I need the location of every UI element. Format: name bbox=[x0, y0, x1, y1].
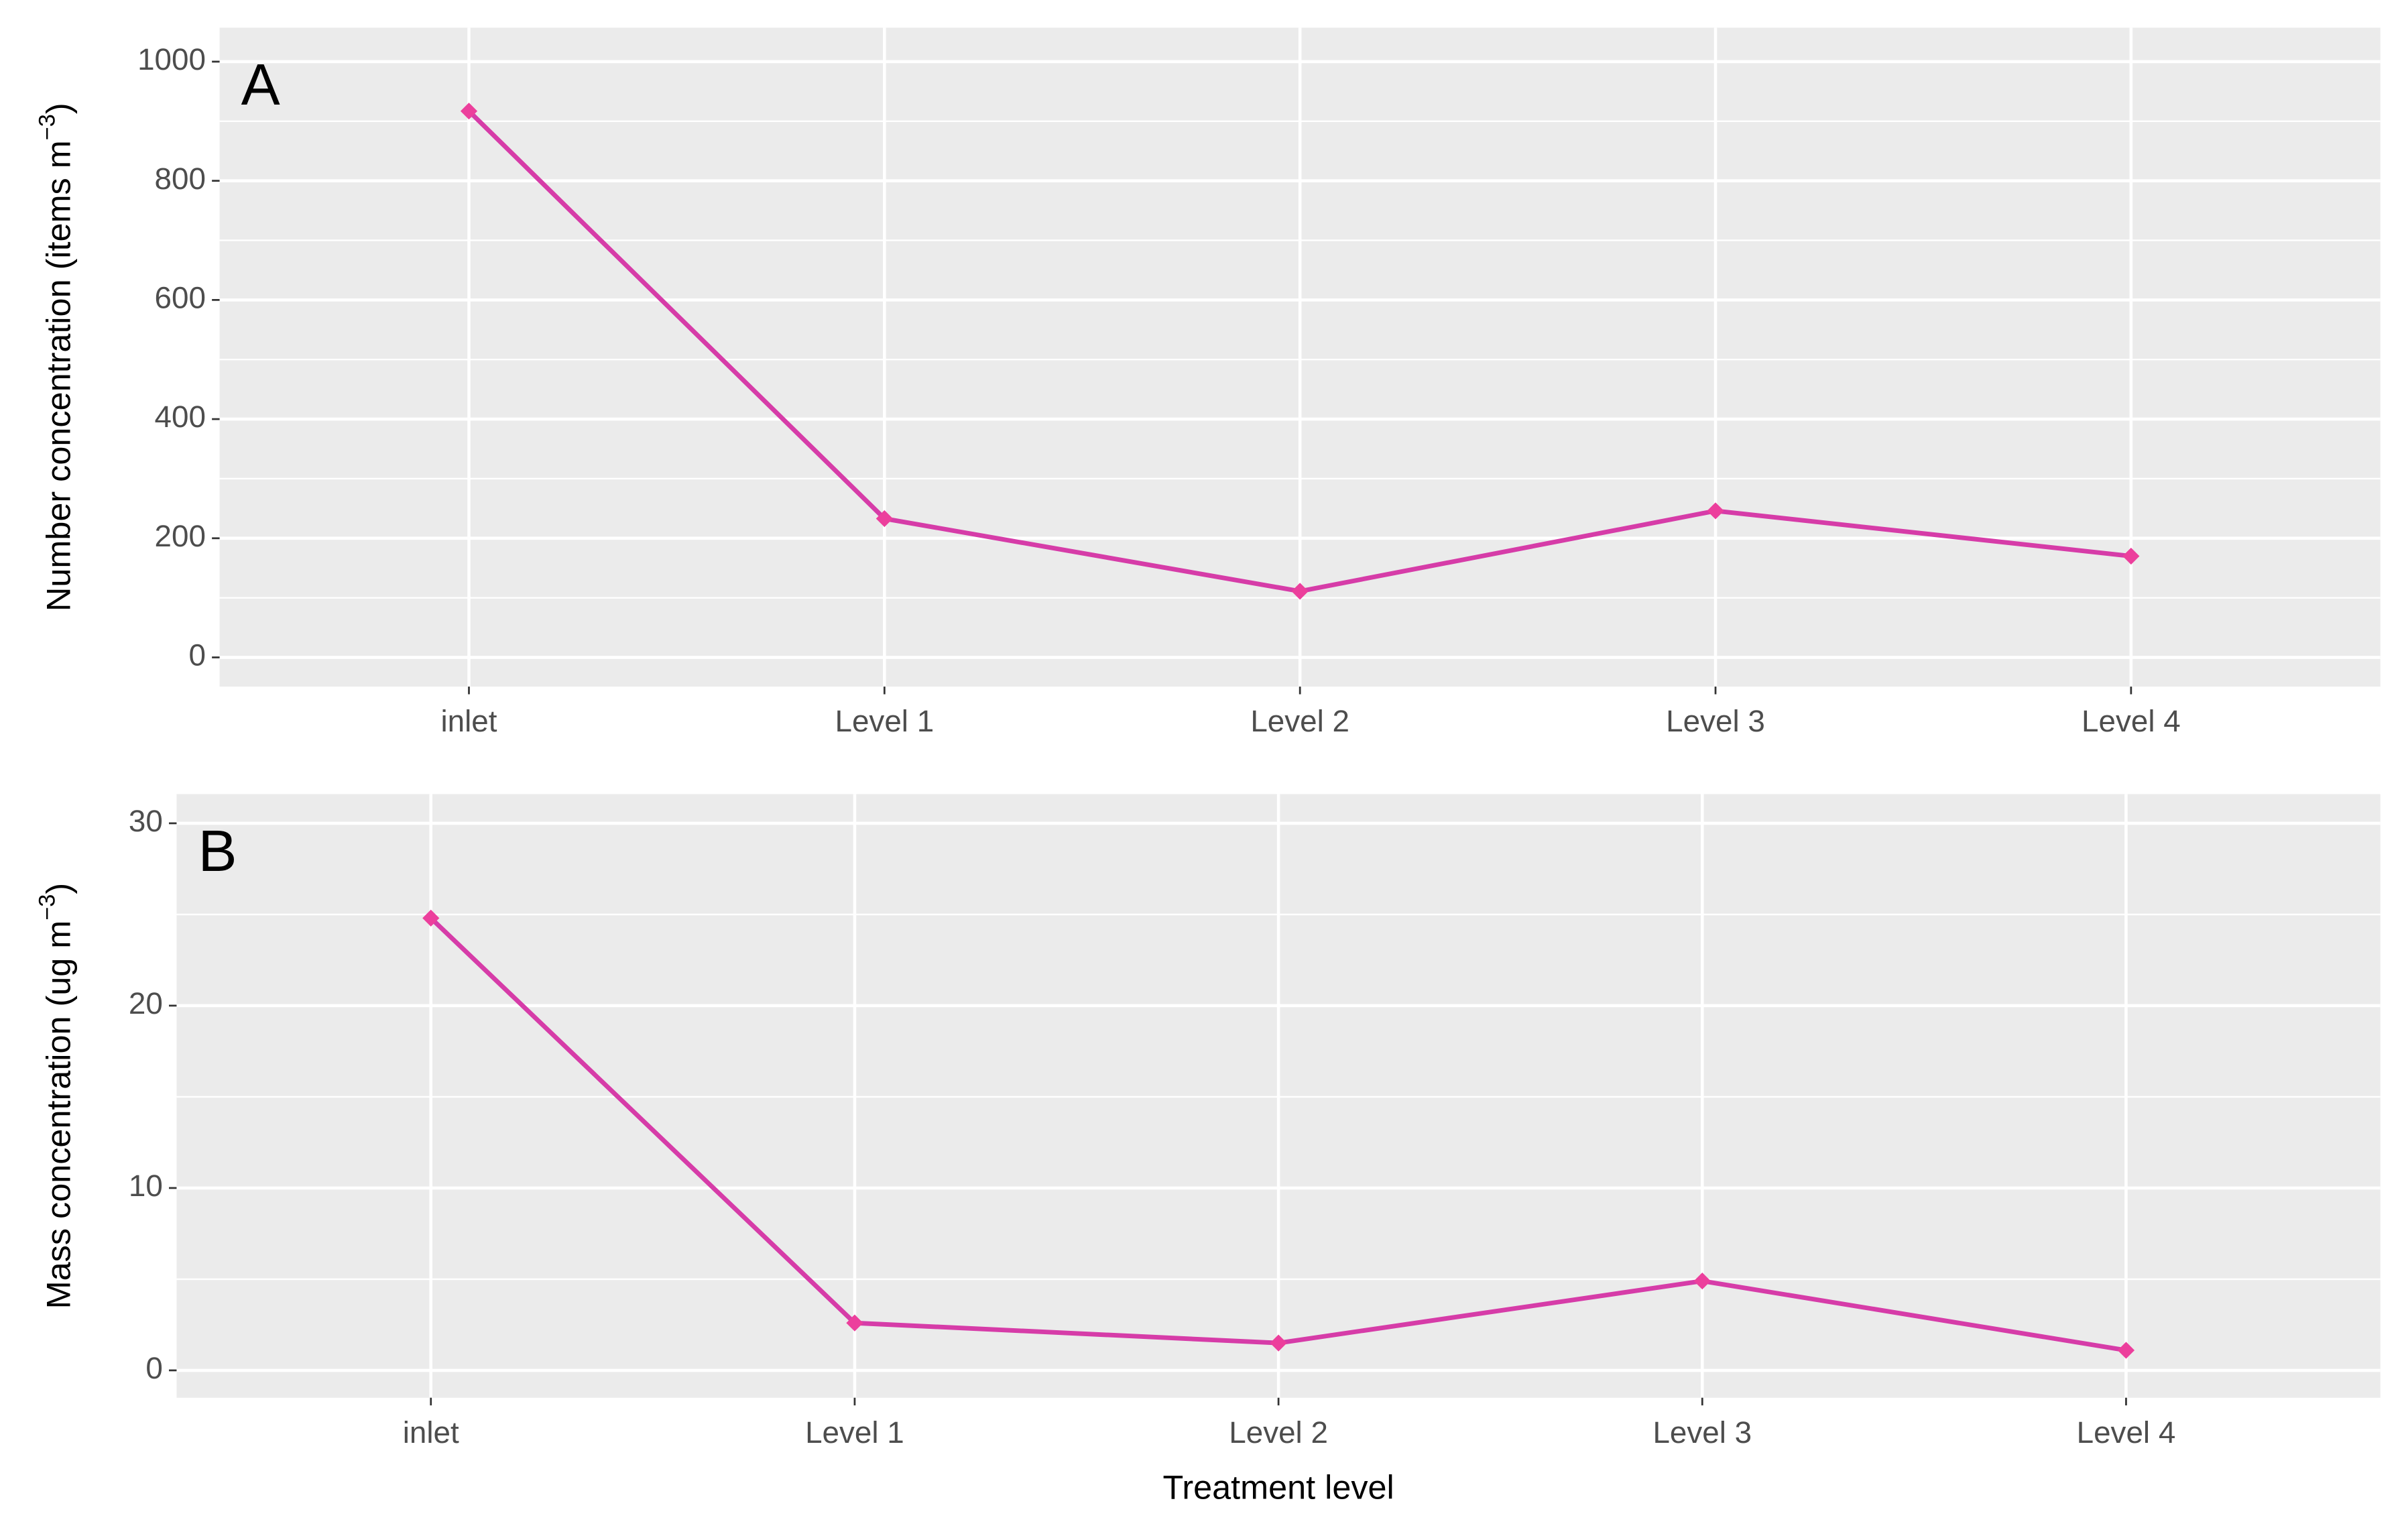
x-tick-label: Level 4 bbox=[2077, 1415, 2176, 1450]
y-axis-title-sup: −3 bbox=[35, 894, 60, 921]
y-tick-label: 600 bbox=[155, 280, 206, 314]
data-point bbox=[846, 1314, 863, 1332]
x-tick-label: inlet bbox=[403, 1415, 459, 1450]
y-tick-label: 30 bbox=[129, 804, 163, 838]
data-point bbox=[422, 909, 440, 927]
y-axis-title: Mass concentration (ug m−3) bbox=[35, 883, 78, 1309]
y-axis-title-text: Number concentration (items m bbox=[40, 140, 78, 611]
panel-label: B bbox=[198, 819, 237, 884]
y-tick-label: 0 bbox=[188, 638, 205, 672]
data-point bbox=[1707, 502, 1724, 520]
y-tick-label: 0 bbox=[145, 1351, 162, 1385]
x-axis-title: Treatment level bbox=[1162, 1468, 1394, 1506]
y-axis-title-end: ) bbox=[40, 103, 78, 114]
data-point bbox=[1291, 583, 1309, 600]
panel-label: A bbox=[241, 52, 280, 117]
x-tick-label: inlet bbox=[440, 704, 497, 738]
y-tick-label: 800 bbox=[155, 162, 206, 196]
y-tick-label: 200 bbox=[155, 519, 206, 553]
x-tick-label: Level 3 bbox=[1666, 704, 1765, 738]
y-axis-title-sup: −3 bbox=[35, 114, 60, 140]
x-tick-label: Level 1 bbox=[805, 1415, 904, 1450]
x-tick-label: Level 3 bbox=[1652, 1415, 1752, 1450]
y-tick-label: 400 bbox=[155, 400, 206, 434]
x-tick-label: Level 1 bbox=[835, 704, 934, 738]
y-tick-label: 1000 bbox=[137, 42, 206, 76]
data-point bbox=[2117, 1342, 2135, 1359]
data-point bbox=[460, 103, 478, 120]
data-point bbox=[1270, 1334, 1287, 1352]
y-axis-title-text: Mass concentration (ug m bbox=[40, 921, 78, 1309]
y-tick-label: 20 bbox=[129, 986, 163, 1020]
x-tick-label: Level 2 bbox=[1229, 1415, 1328, 1450]
y-axis-title-end: ) bbox=[40, 883, 78, 894]
y-axis-title: Number concentration (items m−3) bbox=[35, 103, 78, 611]
y-tick-label: 10 bbox=[129, 1169, 163, 1203]
data-point bbox=[2122, 547, 2140, 565]
x-tick-label: Level 4 bbox=[2082, 704, 2181, 738]
x-tick-label: Level 2 bbox=[1250, 704, 1349, 738]
